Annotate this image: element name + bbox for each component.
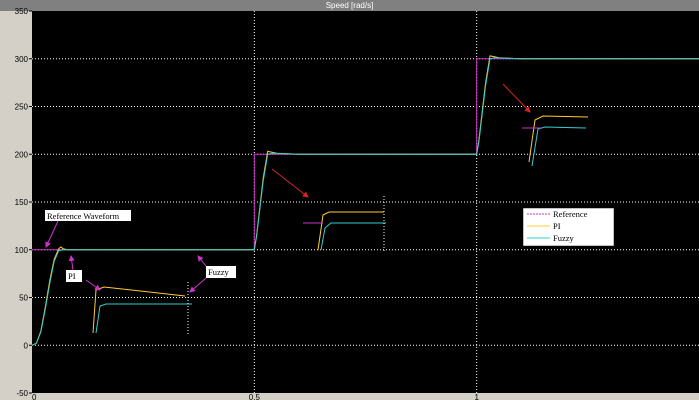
legend-label-pi: PI bbox=[553, 221, 561, 231]
legend: Reference PI Fuzzy bbox=[522, 207, 615, 247]
y-tick-label: 200 bbox=[15, 150, 29, 159]
y-tick-label: 50 bbox=[19, 294, 28, 303]
series-group bbox=[31, 55, 699, 346]
y-axis: -50 0 50 100 150 200 250 300 350 bbox=[15, 7, 32, 398]
grid-lines bbox=[32, 11, 699, 393]
annotation-reference-waveform: Reference Waveform bbox=[45, 210, 131, 221]
x-tick-label: 0 bbox=[32, 393, 37, 400]
annotation-text: Fuzzy bbox=[208, 267, 230, 277]
x-tick-label: 0.5 bbox=[249, 393, 261, 400]
x-tick-label: 1 bbox=[474, 393, 479, 400]
inset-step-200 bbox=[303, 196, 386, 252]
annotation-text: Reference Waveform bbox=[47, 211, 119, 221]
legend-label-reference: Reference bbox=[553, 209, 588, 219]
x-axis: 0 0.5 1 bbox=[32, 393, 479, 400]
inset-step-300 bbox=[522, 115, 589, 167]
y-tick-label: -50 bbox=[16, 389, 28, 398]
y-tick-label: 150 bbox=[15, 198, 29, 207]
annotation-text: PI bbox=[68, 271, 76, 281]
y-tick-label: 100 bbox=[15, 246, 29, 255]
annotation-pi: PI bbox=[66, 270, 82, 282]
y-tick-label: 0 bbox=[24, 341, 29, 350]
legend-label-fuzzy: Fuzzy bbox=[553, 233, 575, 243]
annotation-fuzzy: Fuzzy bbox=[206, 266, 236, 278]
series-line-fuzzy bbox=[31, 57, 699, 346]
y-tick-label: 250 bbox=[15, 103, 29, 112]
y-tick-label: 350 bbox=[15, 7, 29, 16]
y-tick-label: 300 bbox=[15, 55, 29, 64]
plot-title: Speed [rad/s] bbox=[0, 0, 699, 11]
annotation-arrows bbox=[45, 83, 531, 293]
